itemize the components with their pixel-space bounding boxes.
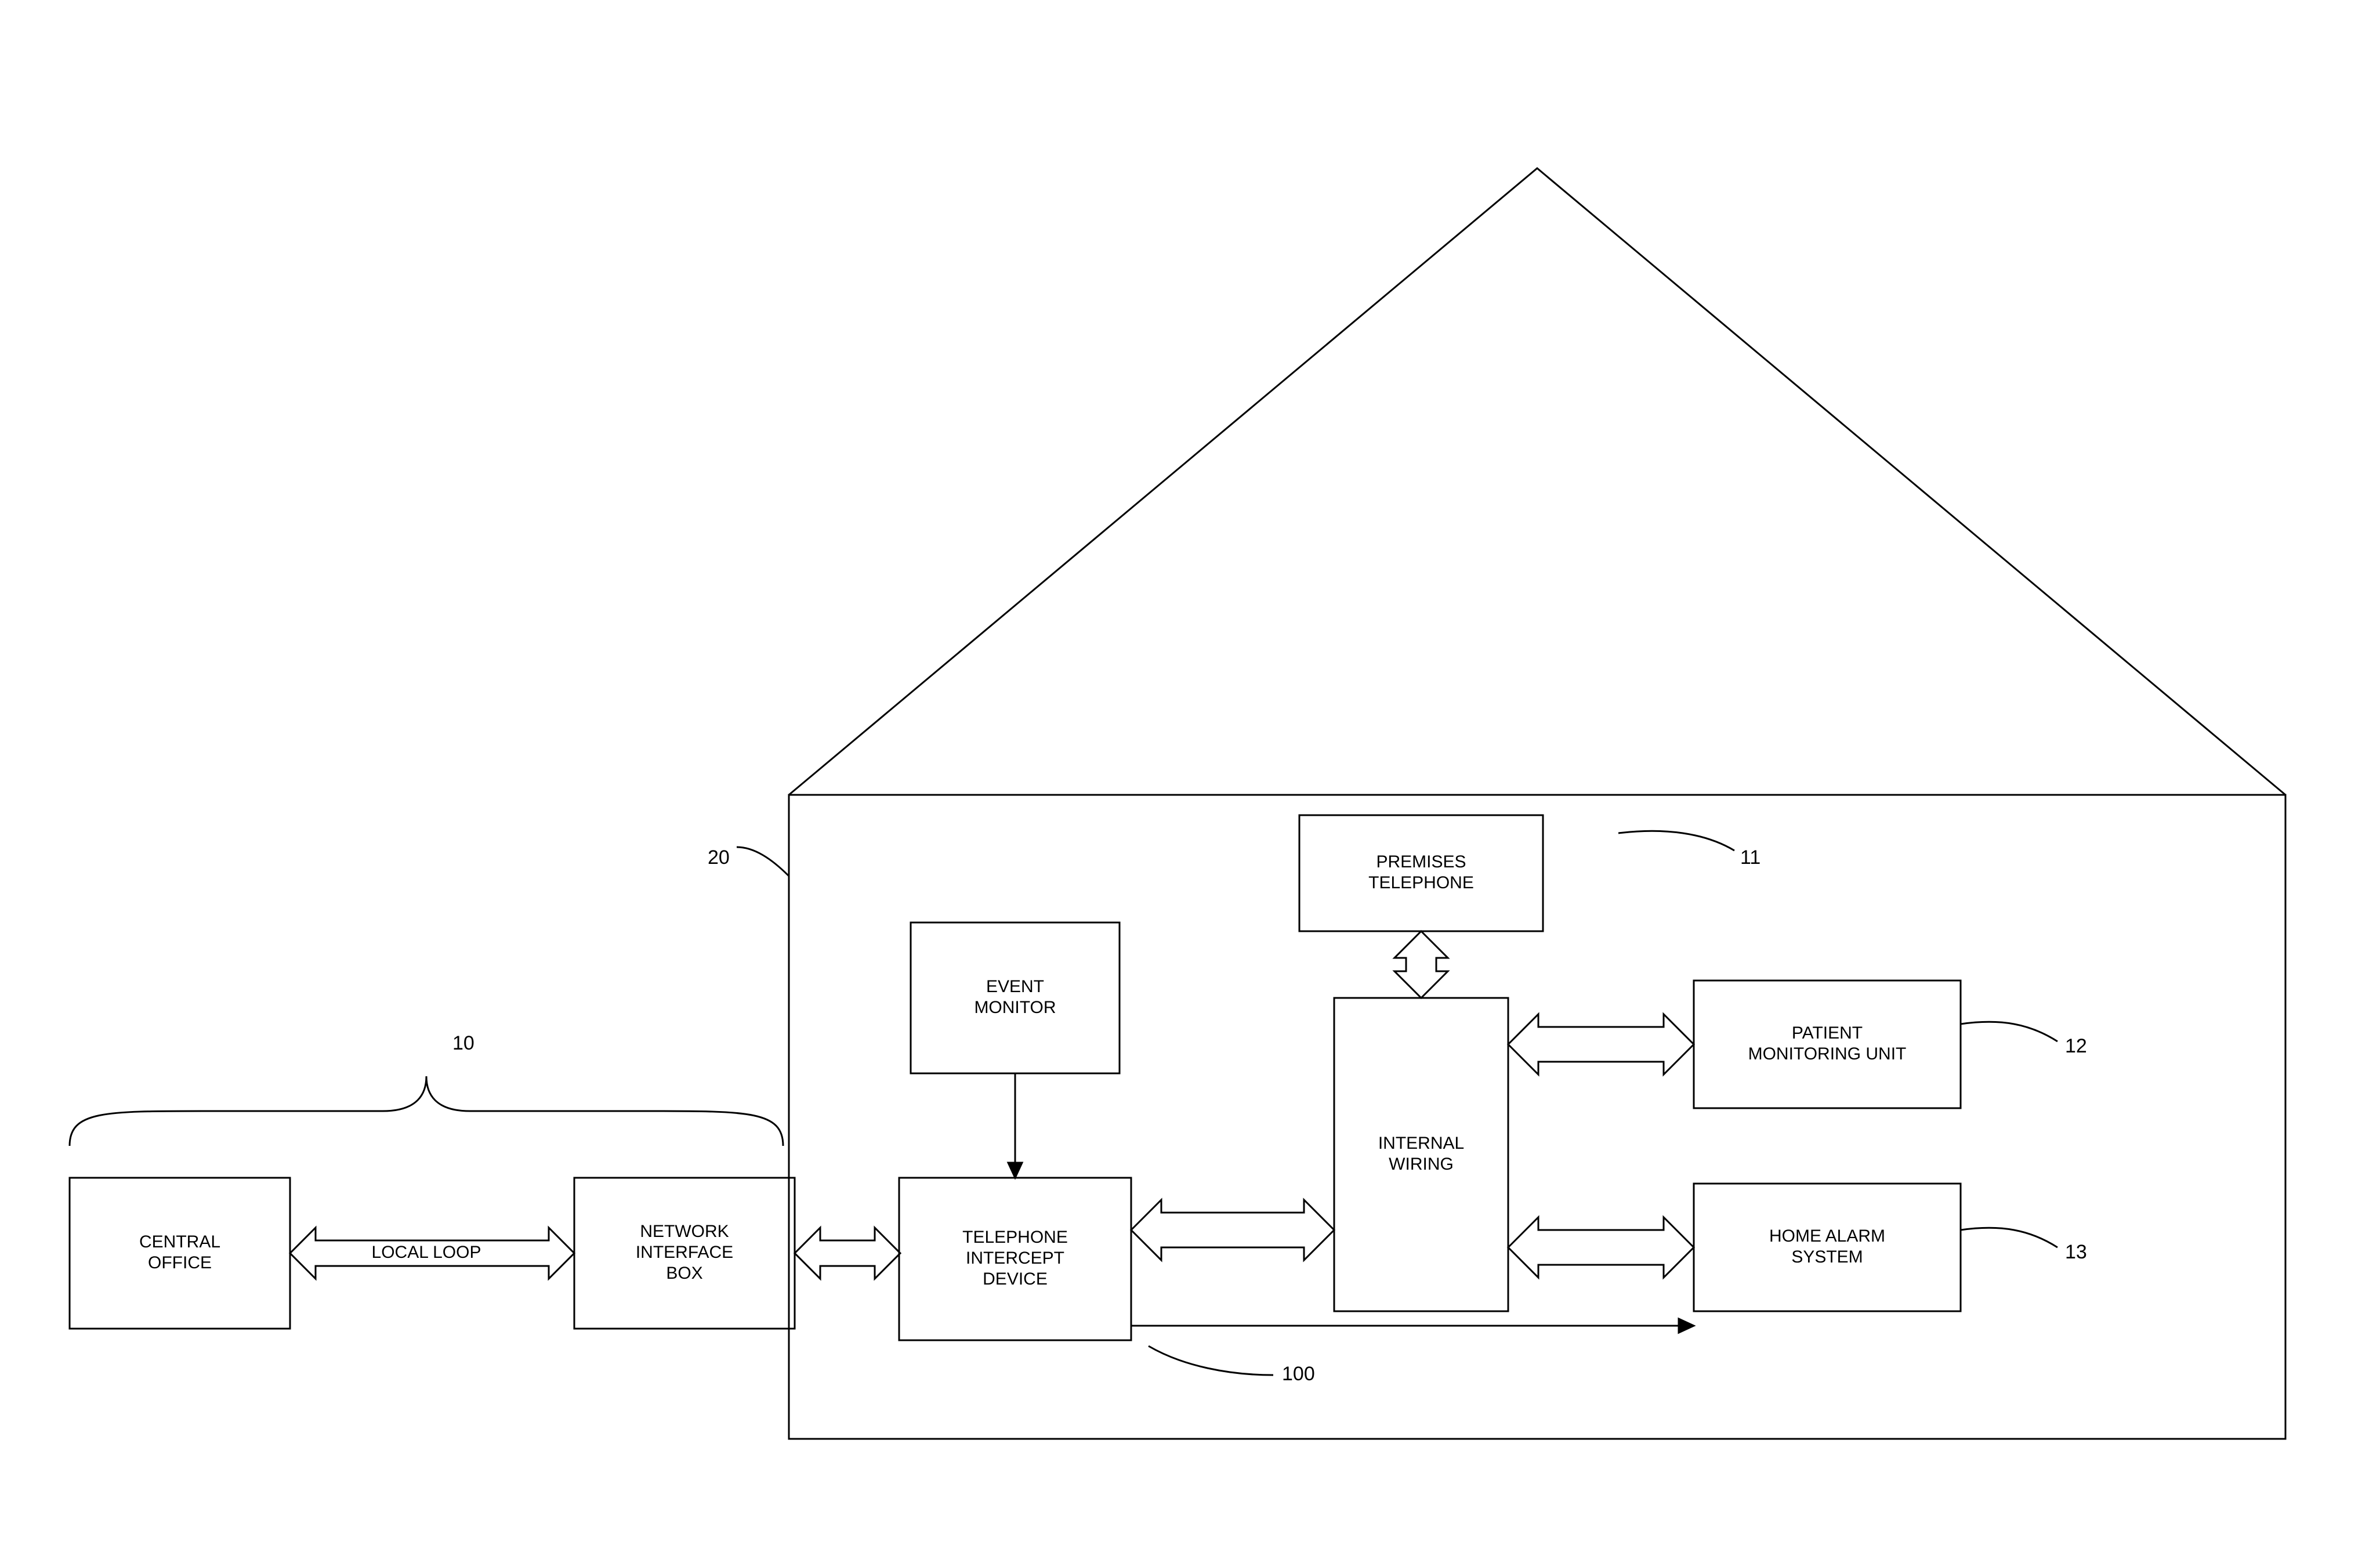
local-loop-label: LOCAL LOOP [372, 1243, 481, 1262]
network_if_box-label-0: NETWORK [640, 1222, 729, 1241]
ref-r20: 20 [708, 846, 730, 869]
ref-r100: 100 [1282, 1363, 1315, 1385]
leader-l20 [737, 847, 789, 876]
tel_intercept-label-2: DEVICE [983, 1269, 1048, 1289]
ref-r10: 10 [452, 1032, 474, 1054]
patient_monitor-label-0: PATIENT [1792, 1023, 1863, 1043]
home_alarm-label-1: SYSTEM [1791, 1247, 1863, 1267]
leader-l11 [1618, 831, 1734, 851]
arrow-iw-has [1508, 1217, 1694, 1278]
tel_intercept-label-0: TELEPHONE [962, 1228, 1068, 1247]
arrow-iw-pt [1394, 931, 1448, 998]
arrow-tid-iw [1131, 1200, 1334, 1260]
premises_phone-label-0: PREMISES [1376, 852, 1466, 871]
event_monitor-label-1: MONITOR [974, 998, 1056, 1017]
internal_wiring-label-1: WIRING [1389, 1155, 1454, 1174]
network_if_box-label-2: BOX [666, 1264, 702, 1283]
brace-10 [70, 1076, 783, 1146]
central_office-label-0: CENTRAL [139, 1232, 220, 1251]
ref-r13: 13 [2065, 1241, 2087, 1263]
central_office-label-1: OFFICE [148, 1253, 212, 1272]
network_if_box-label-1: INTERFACE [636, 1243, 733, 1262]
ref-r11: 11 [1740, 846, 1760, 869]
leader-l13 [1961, 1228, 2057, 1247]
internal_wiring-label-0: INTERNAL [1378, 1134, 1464, 1153]
arrow-tid-has-head [1679, 1319, 1694, 1333]
leader-l12 [1961, 1022, 2057, 1041]
arrow-iw-pmu [1508, 1014, 1694, 1075]
arrow-em-tid-head [1008, 1163, 1022, 1178]
house-roof [789, 168, 2285, 795]
arrow-nib-tid [795, 1228, 900, 1279]
event_monitor-label-0: EVENT [986, 977, 1044, 996]
house-body [789, 795, 2285, 1439]
ref-r12: 12 [2065, 1035, 2087, 1057]
leader-l100 [1149, 1346, 1273, 1375]
premises_phone-label-1: TELEPHONE [1368, 873, 1474, 892]
home_alarm-label-0: HOME ALARM [1769, 1227, 1885, 1246]
tel_intercept-label-1: INTERCEPT [966, 1249, 1064, 1268]
patient_monitor-label-1: MONITORING UNIT [1748, 1044, 1907, 1063]
